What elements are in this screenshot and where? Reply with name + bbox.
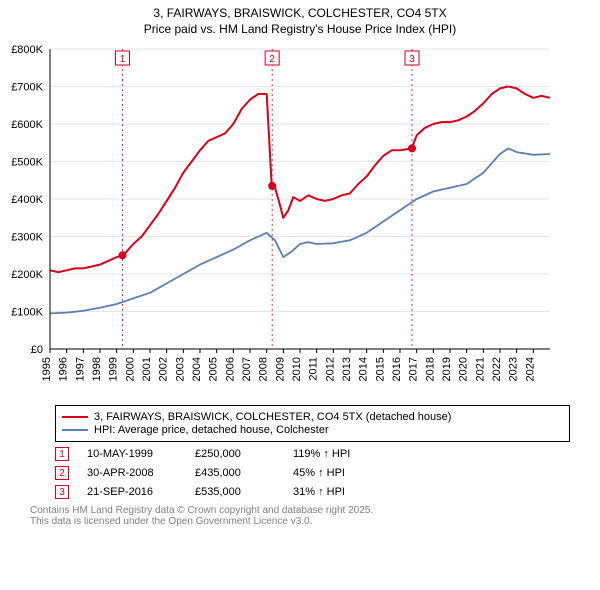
x-tick-label: 2010 — [291, 357, 303, 381]
title-line2: Price paid vs. HM Land Registry's House … — [0, 22, 600, 38]
x-tick-label: 2012 — [324, 357, 336, 381]
event-date: 30-APR-2008 — [87, 467, 177, 479]
event-marker: 3 — [55, 485, 69, 499]
marker-dot — [119, 251, 127, 259]
legend-label: HPI: Average price, detached house, Colc… — [94, 424, 329, 436]
legend-row: 3, FAIRWAYS, BRAISWICK, COLCHESTER, CO4 … — [62, 411, 563, 423]
x-tick-label: 2011 — [308, 357, 320, 381]
y-tick-label: £100K — [11, 307, 43, 319]
event-price: £535,000 — [195, 486, 275, 498]
legend-swatch — [62, 416, 88, 418]
y-tick-label: £300K — [11, 232, 43, 244]
marker-number: 1 — [120, 54, 126, 65]
x-tick-label: 2015 — [374, 357, 386, 381]
y-tick-label: £400K — [11, 194, 43, 206]
x-tick-label: 2000 — [124, 357, 136, 381]
x-tick-label: 2020 — [458, 357, 470, 381]
marker-number: 3 — [409, 54, 415, 65]
footnote-line1: Contains HM Land Registry data © Crown c… — [30, 505, 570, 516]
event-price: £250,000 — [195, 448, 275, 460]
x-tick-label: 2019 — [441, 357, 453, 381]
legend-swatch — [62, 429, 88, 431]
event-delta: 119% ↑ HPI — [293, 448, 350, 460]
x-tick-label: 1995 — [41, 357, 53, 381]
x-tick-label: 2006 — [224, 357, 236, 381]
legend: 3, FAIRWAYS, BRAISWICK, COLCHESTER, CO4 … — [55, 405, 570, 442]
x-tick-label: 2021 — [474, 357, 486, 381]
x-tick-label: 2013 — [341, 357, 353, 381]
x-tick-label: 2002 — [158, 357, 170, 381]
legend-label: 3, FAIRWAYS, BRAISWICK, COLCHESTER, CO4 … — [94, 411, 451, 423]
x-tick-label: 2008 — [258, 357, 270, 381]
x-tick-label: 2016 — [391, 357, 403, 381]
x-tick-label: 2003 — [174, 357, 186, 381]
x-tick-label: 2022 — [491, 357, 503, 381]
footnote: Contains HM Land Registry data © Crown c… — [30, 505, 570, 527]
x-tick-label: 2007 — [241, 357, 253, 381]
x-tick-label: 2014 — [358, 357, 370, 381]
event-marker: 2 — [55, 466, 69, 480]
y-tick-label: £800K — [11, 44, 43, 56]
x-tick-label: 2005 — [208, 357, 220, 381]
event-date: 10-MAY-1999 — [87, 448, 177, 460]
x-tick-label: 1998 — [91, 357, 103, 381]
x-tick-label: 2009 — [274, 357, 286, 381]
footnote-line2: This data is licensed under the Open Gov… — [30, 516, 570, 527]
chart-svg: £0 £100K £200K £300K £400K £500K £600K £700K £80… — [0, 39, 600, 394]
x-tick-label: 2004 — [191, 357, 203, 381]
marker-number: 2 — [269, 54, 275, 65]
marker-dot — [268, 182, 276, 190]
x-tick-label: 2017 — [408, 357, 420, 381]
event-delta: 45% ↑ HPI — [293, 467, 345, 479]
event-date: 21-SEP-2016 — [87, 486, 177, 498]
x-tick-label: 1996 — [58, 357, 70, 381]
event-marker: 1 — [55, 447, 69, 461]
event-delta: 31% ↑ HPI — [293, 486, 345, 498]
x-tick-label: 1999 — [108, 357, 120, 381]
x-tick-label: 2024 — [524, 357, 536, 381]
event-row: 1 10-MAY-1999 £250,000 119% ↑ HPI — [55, 447, 570, 461]
y-tick-label: £700K — [11, 82, 43, 94]
chart-area: £0 £100K £200K £300K £400K £500K £600K £700K £80… — [0, 39, 600, 399]
x-tick-label: 1997 — [74, 357, 86, 381]
x-tick-label: 2001 — [141, 357, 153, 381]
event-table: 1 10-MAY-1999 £250,000 119% ↑ HPI 2 30-APR-20… — [55, 447, 570, 499]
y-tick-label: £600K — [11, 119, 43, 131]
y-tick-label: £200K — [11, 269, 43, 281]
y-tick-label: £500K — [11, 157, 43, 169]
event-row: 2 30-APR-2008 £435,000 45% ↑ HPI — [55, 466, 570, 480]
marker-dot — [408, 145, 416, 153]
event-price: £435,000 — [195, 467, 275, 479]
x-tick-label: 2018 — [424, 357, 436, 381]
title-line1: 3, FAIRWAYS, BRAISWICK, COLCHESTER, CO4 … — [0, 6, 600, 22]
event-row: 3 21-SEP-2016 £535,000 31% ↑ HPI — [55, 485, 570, 499]
x-tick-label: 2023 — [508, 357, 520, 381]
legend-row: HPI: Average price, detached house, Colc… — [62, 424, 563, 436]
y-tick-label: £0 — [31, 344, 43, 356]
chart-title: 3, FAIRWAYS, BRAISWICK, COLCHESTER, CO4 … — [0, 0, 600, 39]
